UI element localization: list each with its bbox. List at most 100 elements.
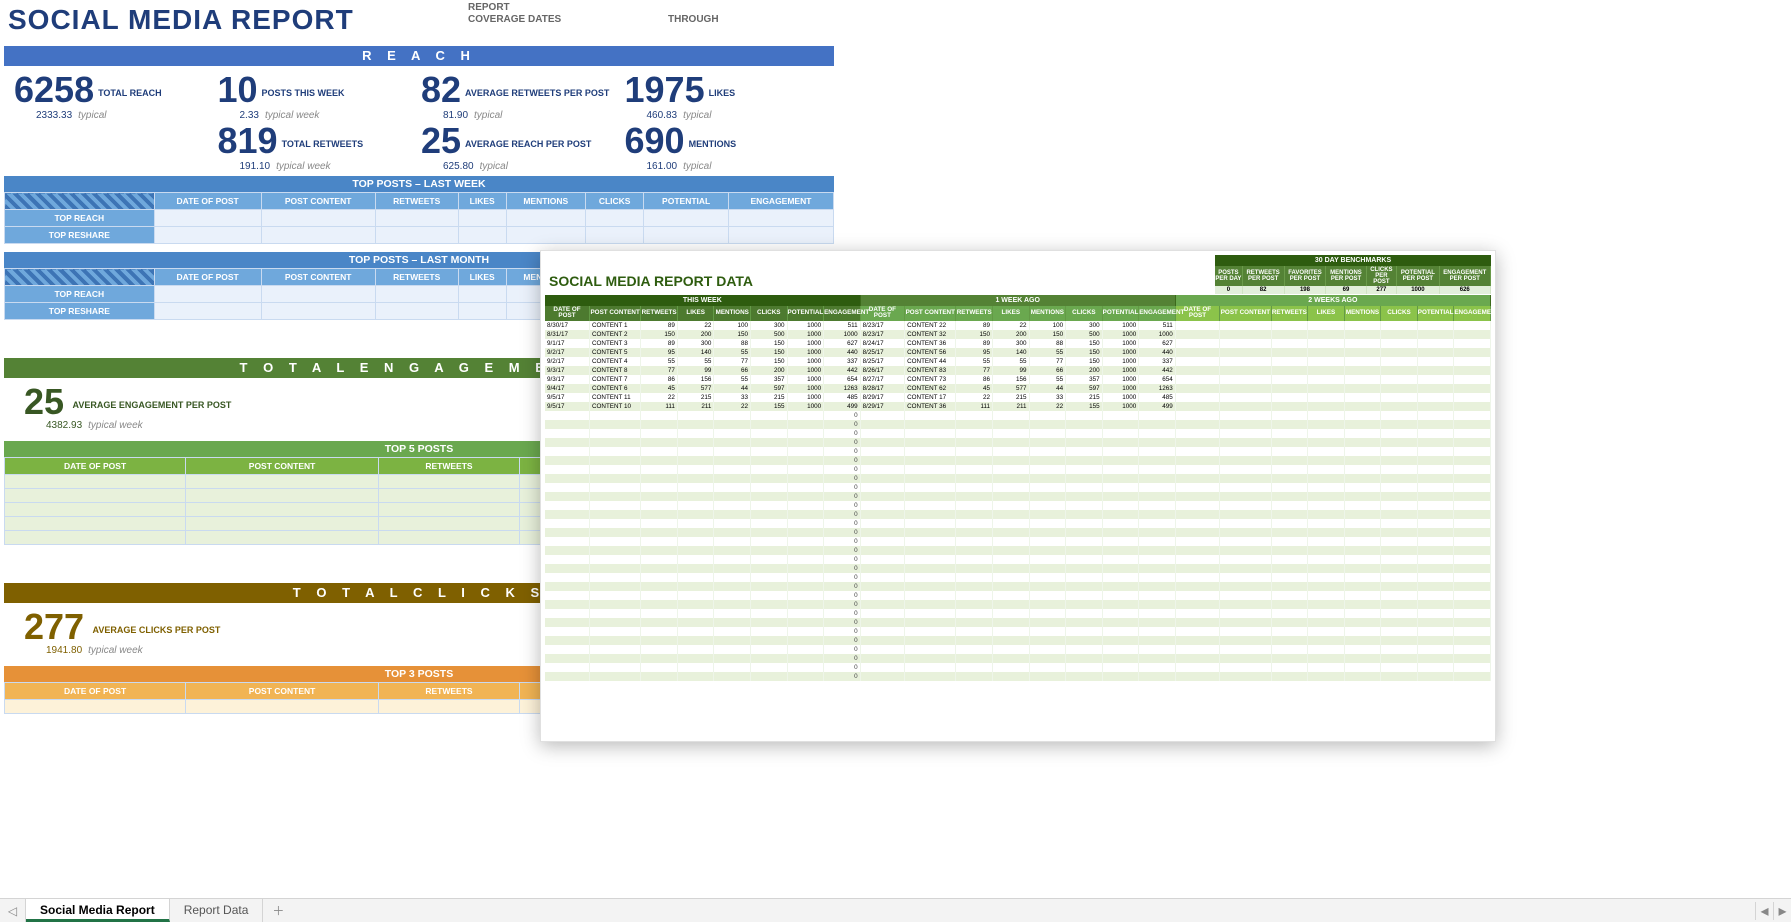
data-cell[interactable] <box>545 672 589 681</box>
data-cell[interactable] <box>1029 537 1066 546</box>
data-cell[interactable] <box>905 411 956 420</box>
data-cell[interactable] <box>1344 429 1381 438</box>
data-cell[interactable] <box>860 564 904 573</box>
data-cell[interactable] <box>1344 384 1381 393</box>
data-cell[interactable] <box>993 573 1030 582</box>
data-cell[interactable] <box>1220 456 1271 465</box>
data-cell[interactable] <box>641 573 678 582</box>
data-cell[interactable] <box>1417 384 1454 393</box>
data-cell[interactable] <box>1417 420 1454 429</box>
data-cell[interactable] <box>545 627 589 636</box>
data-cell[interactable] <box>545 645 589 654</box>
data-cell[interactable] <box>750 618 787 627</box>
cell[interactable] <box>379 700 520 714</box>
data-cell[interactable]: 627 <box>824 339 861 348</box>
data-cell[interactable] <box>1344 330 1381 339</box>
data-cell[interactable] <box>1417 483 1454 492</box>
data-cell[interactable] <box>905 591 956 600</box>
cell[interactable] <box>186 700 379 714</box>
data-cell[interactable] <box>787 564 824 573</box>
data-cell[interactable] <box>1102 564 1139 573</box>
data-cell[interactable] <box>1381 591 1418 600</box>
data-cell[interactable] <box>1220 411 1271 420</box>
data-cell[interactable]: 0 <box>824 510 861 519</box>
data-cell[interactable] <box>1139 546 1176 555</box>
data-cell[interactable] <box>1220 555 1271 564</box>
data-cell[interactable] <box>1066 456 1103 465</box>
data-cell[interactable] <box>1066 564 1103 573</box>
tab-add[interactable]: ＋ <box>263 899 293 922</box>
data-cell[interactable] <box>956 456 993 465</box>
data-cell[interactable] <box>1175 519 1219 528</box>
data-cell[interactable] <box>589 654 640 663</box>
data-cell[interactable]: 55 <box>1029 375 1066 384</box>
data-cell[interactable] <box>1220 492 1271 501</box>
data-cell[interactable] <box>750 627 787 636</box>
data-cell[interactable] <box>1344 438 1381 447</box>
data-cell[interactable] <box>787 618 824 627</box>
data-cell[interactable]: CONTENT 7 <box>589 375 640 384</box>
data-cell[interactable] <box>860 465 904 474</box>
cell[interactable] <box>154 210 261 227</box>
data-cell[interactable]: 1000 <box>787 339 824 348</box>
data-cell[interactable] <box>545 465 589 474</box>
data-cell[interactable] <box>1029 609 1066 618</box>
data-cell[interactable]: 45 <box>641 384 678 393</box>
data-cell[interactable] <box>1381 555 1418 564</box>
data-cell[interactable] <box>1381 546 1418 555</box>
data-cell[interactable] <box>589 609 640 618</box>
data-cell[interactable] <box>905 573 956 582</box>
data-cell[interactable] <box>1344 627 1381 636</box>
cell[interactable] <box>585 210 643 227</box>
data-cell[interactable] <box>1175 627 1219 636</box>
data-cell[interactable] <box>1308 573 1345 582</box>
data-cell[interactable] <box>641 663 678 672</box>
data-cell[interactable] <box>1454 609 1491 618</box>
cell[interactable] <box>5 531 186 545</box>
data-cell[interactable] <box>1102 663 1139 672</box>
data-cell[interactable] <box>641 564 678 573</box>
data-cell[interactable]: CONTENT 5 <box>589 348 640 357</box>
data-cell[interactable] <box>1454 519 1491 528</box>
data-cell[interactable] <box>545 654 589 663</box>
data-cell[interactable] <box>860 537 904 546</box>
data-cell[interactable]: 95 <box>956 348 993 357</box>
data-cell[interactable] <box>677 555 714 564</box>
data-cell[interactable] <box>956 492 993 501</box>
data-cell[interactable] <box>714 438 751 447</box>
data-cell[interactable] <box>1454 618 1491 627</box>
data-cell[interactable]: 140 <box>677 348 714 357</box>
data-cell[interactable] <box>1381 510 1418 519</box>
data-cell[interactable]: 0 <box>824 420 861 429</box>
data-cell[interactable] <box>860 429 904 438</box>
data-cell[interactable]: 1000 <box>787 384 824 393</box>
data-cell[interactable] <box>1175 330 1219 339</box>
data-cell[interactable]: 0 <box>824 609 861 618</box>
data-cell[interactable] <box>787 654 824 663</box>
data-cell[interactable] <box>677 483 714 492</box>
data-cell[interactable]: 0 <box>824 465 861 474</box>
data-cell[interactable] <box>1220 636 1271 645</box>
data-cell[interactable] <box>860 663 904 672</box>
data-cell[interactable] <box>545 591 589 600</box>
data-cell[interactable] <box>1066 663 1103 672</box>
data-cell[interactable] <box>589 492 640 501</box>
data-cell[interactable] <box>1029 645 1066 654</box>
data-cell[interactable] <box>589 618 640 627</box>
data-cell[interactable]: 8/28/17 <box>860 384 904 393</box>
data-cell[interactable] <box>860 600 904 609</box>
data-cell[interactable] <box>641 492 678 501</box>
data-cell[interactable] <box>1139 483 1176 492</box>
data-cell[interactable]: 1000 <box>1102 384 1139 393</box>
data-cell[interactable] <box>1139 555 1176 564</box>
data-cell[interactable]: 0 <box>824 519 861 528</box>
data-cell[interactable] <box>641 546 678 555</box>
data-cell[interactable] <box>589 636 640 645</box>
data-cell[interactable] <box>545 501 589 510</box>
data-cell[interactable] <box>1175 663 1219 672</box>
data-cell[interactable] <box>1381 627 1418 636</box>
data-cell[interactable] <box>956 636 993 645</box>
data-cell[interactable] <box>1029 438 1066 447</box>
data-cell[interactable]: 0 <box>824 663 861 672</box>
data-cell[interactable] <box>860 591 904 600</box>
